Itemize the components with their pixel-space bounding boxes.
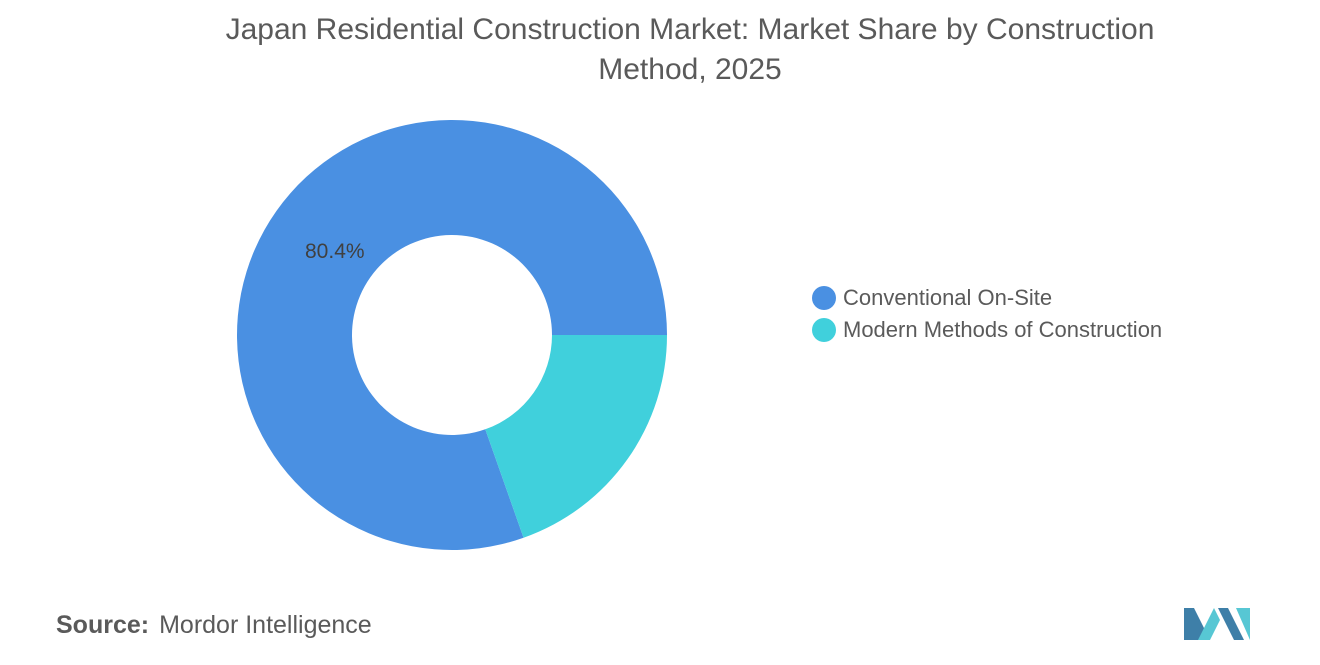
donut-slice-modern-methods <box>485 335 667 538</box>
legend-swatch-conventional-on-site <box>812 286 836 310</box>
legend-swatch-modern-methods <box>812 318 836 342</box>
data-label-conventional-on-site: 80.4% <box>305 240 365 263</box>
mordor-intelligence-logo-icon <box>1184 608 1250 640</box>
legend-label-modern-methods: Modern Methods of Construction <box>843 317 1163 342</box>
logo-shape-middle-left <box>1198 608 1220 640</box>
chart-title-line-1: Japan Residential Construction Market: M… <box>225 13 1155 46</box>
legend-item-modern-methods: Modern Methods of Construction <box>812 314 1162 346</box>
chart-legend: Conventional On-Site Modern Methods of C… <box>812 282 1162 346</box>
source-value: Mordor Intelligence <box>159 611 372 639</box>
legend-item-conventional-on-site: Conventional On-Site <box>812 282 1162 314</box>
chart-title: Japan Residential Construction Market: M… <box>130 10 1250 90</box>
logo-shape-middle-right <box>1218 608 1244 640</box>
chart-title-line-2: Method, 2025 <box>598 53 782 86</box>
source-note: Source: Mordor Intelligence <box>56 611 372 640</box>
logo-shape-right <box>1236 608 1250 640</box>
donut-slice-conventional-on-site <box>237 120 667 550</box>
legend-label-conventional-on-site: Conventional On-Site <box>843 285 1053 310</box>
source-label: Source: <box>56 611 150 639</box>
